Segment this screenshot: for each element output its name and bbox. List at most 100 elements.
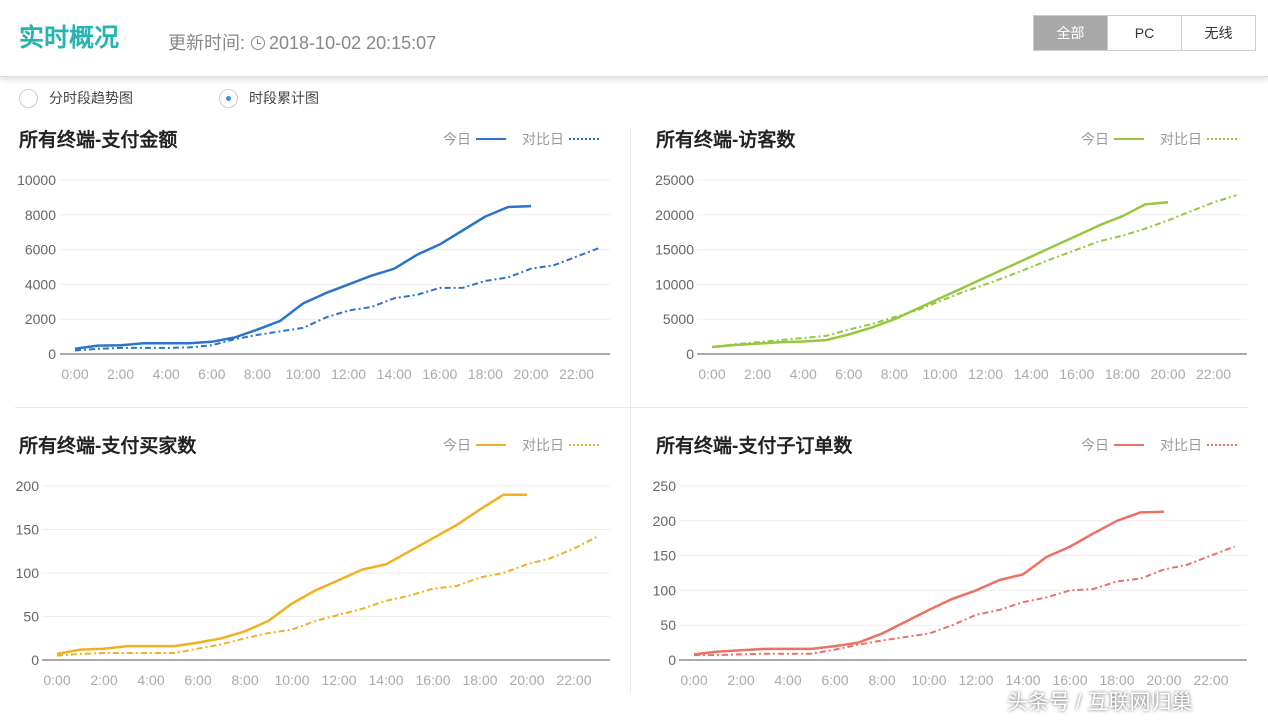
series-today-line — [74, 204, 532, 351]
legend-dotted-line — [569, 138, 599, 140]
x-tick-label: 10:00 — [922, 366, 957, 382]
x-tick-label: 18:00 — [1099, 672, 1134, 688]
chart-title: 所有终端-支付金额 — [19, 130, 178, 151]
y-tick-label: 0 — [31, 652, 39, 668]
chart-4: 0 50 100 150 200 250 0:00 2:00 4:00 6:00 8:00 10:00… — [653, 478, 1247, 688]
series-compare-line — [694, 545, 1235, 657]
terminal-segment: 全部 PC 无线 — [1033, 15, 1256, 51]
y-tick-label: 50 — [23, 609, 39, 625]
x-tick-label: 16:00 — [422, 366, 457, 382]
x-tick-label: 4:00 — [153, 366, 180, 382]
y-tick-label: 150 — [653, 548, 677, 564]
radio-checked-icon — [219, 88, 238, 108]
x-tick-label: 14:00 — [368, 672, 403, 688]
page-title: 实时概况 — [19, 24, 120, 52]
x-tick-label: 20:00 — [1150, 366, 1185, 382]
x-tick-label: 10:00 — [274, 672, 309, 688]
legend-today: 今日 — [443, 437, 471, 453]
x-tick-label: 6:00 — [198, 366, 225, 382]
y-tick-label: 200 — [653, 513, 677, 529]
y-tick-label: 150 — [16, 522, 40, 538]
legend-today: 今日 — [1081, 131, 1109, 147]
x-tick-label: 10:00 — [285, 366, 320, 382]
clock-icon — [251, 36, 266, 50]
legend-compare: 对比日 — [522, 131, 564, 147]
chart-legend: 今日 对比日 — [443, 129, 599, 149]
radio-hourly-trend[interactable]: 分时段趋势图 — [19, 88, 133, 108]
y-tick-label: 100 — [653, 582, 677, 598]
legend-compare: 对比日 — [522, 437, 564, 453]
legend-solid-line — [1114, 138, 1144, 140]
y-tick-label: 6000 — [25, 242, 56, 258]
segment-all[interactable]: 全部 — [1034, 16, 1107, 50]
y-tick-label: 8000 — [25, 207, 56, 223]
legend-dotted-line — [1207, 444, 1237, 446]
legend-solid-line — [476, 138, 506, 140]
legend-dotted-line — [569, 444, 599, 446]
y-tick-label: 10000 — [17, 172, 56, 188]
x-tick-label: 6:00 — [835, 366, 862, 382]
x-tick-label: 22:00 — [556, 672, 591, 688]
x-tick-label: 22:00 — [1193, 672, 1228, 688]
chart-3: 0 50 100 150 200 0:00 2:00 4:00 6:00 8:00 10:00 12:… — [16, 478, 610, 688]
y-tick-label: 0 — [686, 346, 694, 362]
radio-icon — [19, 88, 38, 108]
x-tick-label: 2:00 — [90, 672, 117, 688]
x-tick-label: 12:00 — [958, 672, 993, 688]
x-tick-label: 16:00 — [1059, 366, 1094, 382]
x-tick-label: 0:00 — [698, 366, 725, 382]
x-tick-label: 14:00 — [1005, 672, 1040, 688]
x-tick-label: 0:00 — [61, 366, 88, 382]
x-tick-label: 0:00 — [43, 672, 70, 688]
x-tick-label: 2:00 — [727, 672, 754, 688]
y-tick-label: 5000 — [663, 311, 694, 327]
x-tick-label: 6:00 — [184, 672, 211, 688]
x-tick-label: 12:00 — [321, 672, 356, 688]
x-tick-label: 0:00 — [680, 672, 707, 688]
x-tick-label: 14:00 — [377, 366, 412, 382]
y-tick-label: 0 — [668, 652, 676, 668]
x-tick-label: 18:00 — [468, 366, 503, 382]
x-tick-label: 2:00 — [744, 366, 771, 382]
series-today-line — [693, 510, 1165, 656]
x-tick-label: 4:00 — [790, 366, 817, 382]
y-tick-label: 4000 — [25, 276, 56, 292]
x-tick-label: 16:00 — [415, 672, 450, 688]
y-tick-label: 0 — [48, 346, 56, 362]
x-tick-label: 14:00 — [1014, 366, 1049, 382]
chart-legend: 今日 对比日 — [443, 435, 599, 455]
x-tick-label: 20:00 — [513, 366, 548, 382]
segment-wireless[interactable]: 无线 — [1181, 16, 1255, 50]
chart-title: 所有终端-支付买家数 — [19, 436, 197, 457]
update-label: 更新时间: — [168, 33, 246, 53]
x-tick-label: 10:00 — [911, 672, 946, 688]
watermark: 头条号 / 互联网归巢 — [1007, 691, 1193, 714]
x-tick-label: 18:00 — [462, 672, 497, 688]
y-tick-label: 2000 — [25, 311, 56, 327]
radio-cumulative[interactable]: 时段累计图 — [219, 88, 319, 108]
divider — [15, 407, 1248, 408]
chart-1: 0 2000 4000 6000 8000 10000 0:00 2:00 4:00 6:00 8:… — [17, 172, 610, 382]
chart-2: 0 5000 10000 15000 20000 25000 0:00 2:00 4:00 6:0… — [655, 172, 1247, 382]
legend-compare: 对比日 — [1160, 437, 1202, 453]
legend-dotted-line — [1207, 138, 1237, 140]
chart-legend: 今日 对比日 — [1081, 129, 1237, 149]
legend-compare: 对比日 — [1160, 131, 1202, 147]
segment-pc[interactable]: PC — [1107, 16, 1181, 50]
x-tick-label: 4:00 — [774, 672, 801, 688]
y-tick-label: 20000 — [655, 207, 694, 223]
divider — [630, 128, 631, 693]
legend-today: 今日 — [1081, 437, 1109, 453]
x-tick-label: 20:00 — [1146, 672, 1181, 688]
y-tick-label: 250 — [653, 478, 677, 494]
x-tick-label: 2:00 — [107, 366, 134, 382]
y-tick-label: 100 — [16, 565, 40, 581]
x-tick-label: 16:00 — [1052, 672, 1087, 688]
series-compare-line — [56, 535, 598, 657]
x-tick-label: 18:00 — [1105, 366, 1140, 382]
chart-title: 所有终端-支付子订单数 — [656, 436, 853, 457]
y-tick-label: 50 — [660, 617, 676, 633]
legend-solid-line — [476, 444, 506, 446]
radio-label: 时段累计图 — [249, 90, 319, 106]
